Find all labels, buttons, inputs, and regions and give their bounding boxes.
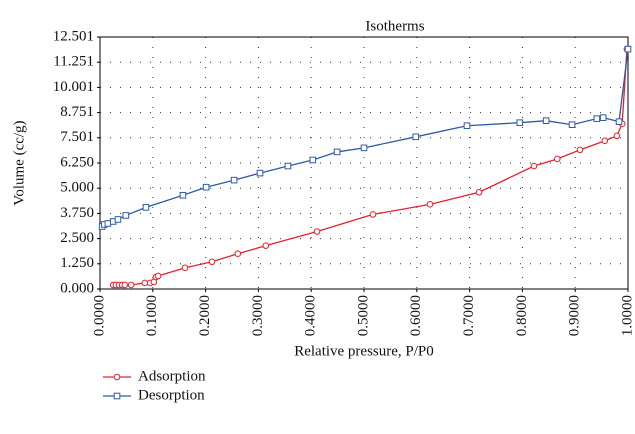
marker xyxy=(576,146,584,154)
marker xyxy=(412,133,420,141)
y-tick-label: 2.500 xyxy=(60,230,94,246)
plot-frame xyxy=(99,36,629,290)
marker xyxy=(181,264,189,272)
x-tick-label: 0.6000 xyxy=(408,295,424,336)
marker xyxy=(601,137,609,145)
marker xyxy=(568,121,576,129)
legend-marker xyxy=(113,373,121,381)
x-tick-label: 1.0000 xyxy=(619,295,635,336)
marker xyxy=(313,228,321,235)
marker xyxy=(202,183,210,191)
x-tick-label: 0.8000 xyxy=(514,295,530,336)
chart-title: Isotherms xyxy=(365,18,424,34)
marker xyxy=(542,117,550,124)
marker xyxy=(615,118,623,125)
legend-label: Adsorption xyxy=(138,368,206,384)
marker xyxy=(154,272,162,280)
marker xyxy=(122,212,130,219)
marker xyxy=(624,45,632,53)
y-tick-label: 6.250 xyxy=(60,154,94,170)
y-tick-label: 12.501 xyxy=(53,28,94,44)
x-tick-label: 0.7000 xyxy=(461,295,477,336)
marker xyxy=(104,220,112,227)
marker xyxy=(426,201,434,208)
marker xyxy=(463,122,471,130)
y-tick-label: 1.250 xyxy=(60,255,94,271)
y-axis-label: Volume (cc/g) xyxy=(11,120,27,205)
x-tick-label: 0.9000 xyxy=(567,295,583,336)
marker xyxy=(530,162,538,170)
marker xyxy=(179,191,187,199)
y-tick-label: 8.751 xyxy=(60,104,94,120)
x-tick-label: 0.4000 xyxy=(303,295,319,336)
marker xyxy=(613,132,621,140)
y-tick-label: 3.750 xyxy=(60,205,94,221)
marker xyxy=(284,162,292,170)
marker xyxy=(234,250,242,258)
y-tick-label: 11.251 xyxy=(53,54,94,70)
marker xyxy=(121,281,129,289)
marker xyxy=(141,279,149,287)
legend-label: Desorption xyxy=(138,387,205,403)
marker xyxy=(360,144,368,152)
marker xyxy=(333,148,341,156)
marker xyxy=(114,216,122,223)
y-tick-label: 0.000 xyxy=(60,280,94,296)
series-line xyxy=(113,49,628,286)
y-tick-label: 5.000 xyxy=(60,180,94,196)
marker xyxy=(230,176,238,184)
x-tick-label: 0.2000 xyxy=(197,295,213,336)
marker xyxy=(127,281,135,289)
y-tick-label: 10.001 xyxy=(53,79,94,95)
marker xyxy=(475,188,483,196)
marker xyxy=(516,119,524,126)
marker xyxy=(262,242,270,249)
x-tick-label: 0.3000 xyxy=(250,295,266,336)
marker xyxy=(593,115,601,122)
marker xyxy=(553,155,561,163)
x-tick-label: 0.5000 xyxy=(355,295,371,336)
x-axis-label: Relative pressure, P/P0 xyxy=(294,343,434,359)
marker xyxy=(256,169,264,177)
x-tick-label: 0.1000 xyxy=(144,295,160,336)
legend-marker xyxy=(113,392,121,400)
marker xyxy=(208,258,216,266)
x-tick-label: 0.0000 xyxy=(91,295,107,336)
marker xyxy=(309,156,317,164)
marker xyxy=(599,114,607,121)
y-tick-label: 7.501 xyxy=(60,129,94,145)
marker xyxy=(369,211,377,218)
marker xyxy=(142,204,150,211)
